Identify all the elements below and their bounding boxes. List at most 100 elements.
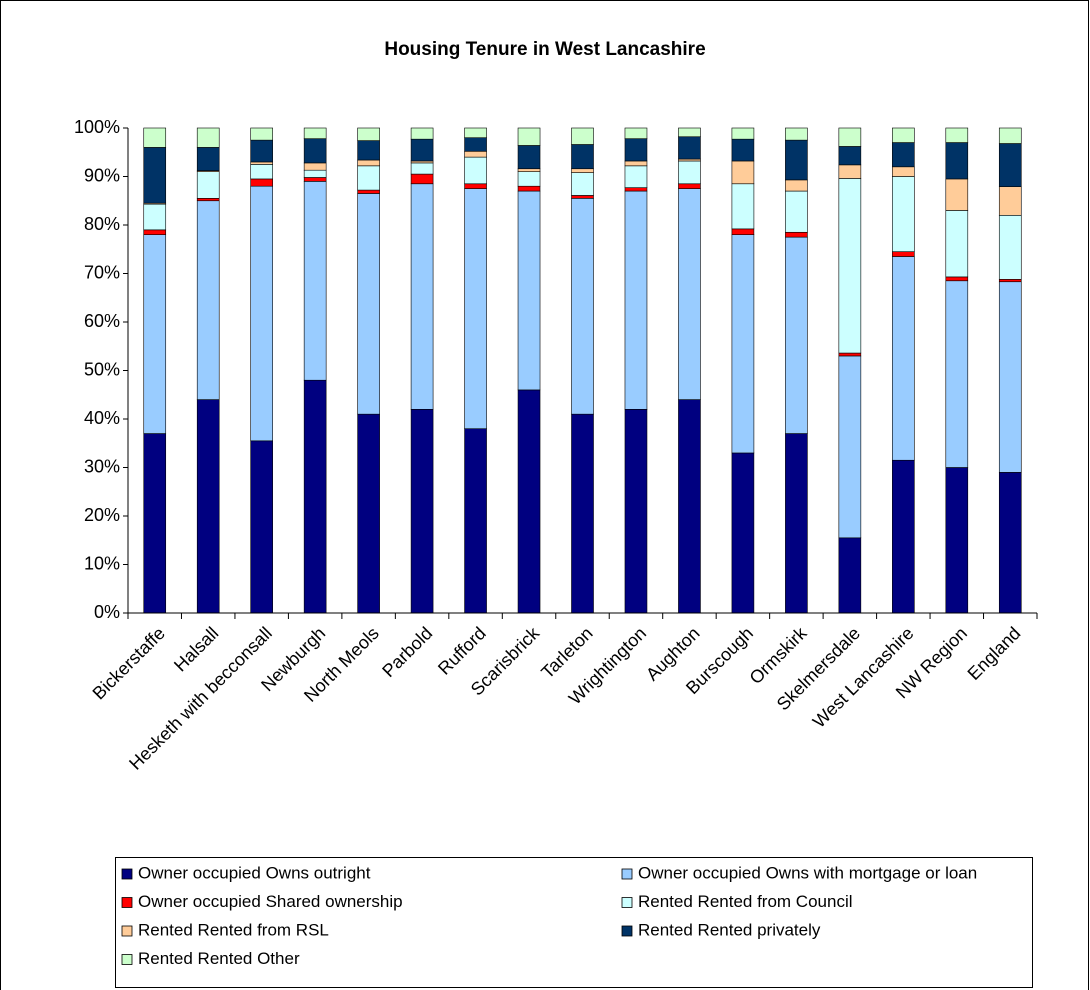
bar-segment: [998, 281, 1022, 473]
bar-segment: [998, 215, 1022, 280]
bar-segment: [464, 150, 487, 158]
bar-segment: [624, 190, 648, 410]
bar-segment: [678, 160, 701, 185]
bar-segment: [678, 399, 701, 614]
bar-segment: [571, 198, 594, 415]
bar-segment: [998, 279, 1022, 283]
legend-label: Owner occupied Owns with mortgage or loa…: [638, 863, 977, 882]
y-tick-label: 30%: [84, 456, 120, 476]
bar-segment: [892, 256, 915, 461]
bar-segment: [464, 156, 487, 185]
bar-segment: [464, 428, 487, 614]
legend-label: Rented Rented privately: [638, 920, 821, 939]
bar-segment: [250, 161, 273, 165]
bar-segment: [143, 229, 167, 236]
bar-segment: [624, 165, 648, 188]
bar-segment: [785, 236, 808, 434]
bar-segment: [464, 137, 487, 152]
bar-segment: [785, 231, 808, 238]
bar-segment: [998, 127, 1022, 144]
bar-segment: [196, 171, 220, 199]
bar-segment: [838, 127, 862, 147]
bar-segment: [410, 127, 434, 140]
bar-segment: [410, 183, 434, 410]
bar-segment: [945, 210, 969, 278]
bar-segment: [945, 276, 969, 282]
bar-segment: [303, 162, 327, 171]
bar-segment: [892, 459, 915, 614]
bar-segment: [624, 408, 648, 614]
bar-segment: [303, 379, 327, 614]
bar-segment: [892, 251, 915, 257]
bar-segment: [945, 142, 969, 180]
bar-segment: [678, 183, 701, 189]
y-tick-label: 80%: [84, 214, 120, 234]
bar-segment: [998, 143, 1022, 187]
bar-segment: [571, 172, 594, 196]
bar-segment: [303, 138, 327, 164]
bar-segment: [303, 169, 327, 178]
bar-segment: [250, 185, 273, 442]
y-tick-label: 20%: [84, 505, 120, 525]
bar-segment: [196, 200, 220, 400]
bar-segment: [357, 127, 380, 141]
bar-segment: [945, 127, 969, 143]
legend-swatch: [121, 925, 133, 937]
bar-segment: [143, 127, 167, 148]
bar-segment: [410, 173, 434, 185]
legend-box: [115, 857, 1033, 988]
bar-segment: [303, 181, 327, 381]
bar-segment: [838, 164, 862, 179]
bar-segment: [357, 193, 380, 415]
bar-segment: [143, 147, 167, 204]
bar-segment: [517, 145, 541, 170]
bar-segment: [892, 176, 915, 252]
bar-segment: [731, 228, 755, 236]
chart-title: Housing Tenure in West Lancashire: [384, 39, 705, 60]
bar-segment: [196, 127, 220, 148]
legend-swatch: [121, 897, 133, 908]
bar-segment: [250, 178, 273, 187]
bar-segment: [517, 127, 541, 146]
y-tick-label: 0%: [94, 602, 120, 622]
bar-segment: [464, 183, 487, 189]
bar-segment: [731, 452, 755, 614]
legend-swatch: [621, 868, 633, 880]
bar-segment: [250, 440, 273, 614]
bar-segment: [517, 171, 541, 187]
bar-segment: [517, 185, 541, 192]
y-tick-label: 10%: [84, 553, 120, 573]
bar-segment: [945, 280, 969, 468]
bar-segment: [571, 168, 594, 173]
bar-segment: [892, 142, 915, 168]
bar-segment: [998, 472, 1022, 614]
bar-segment: [196, 198, 220, 202]
y-tick-label: 50%: [84, 359, 120, 379]
bar-segment: [464, 188, 487, 429]
y-tick-label: 100%: [74, 117, 120, 137]
y-tick-label: 60%: [84, 311, 120, 331]
bar-segment: [731, 160, 755, 185]
bar-segment: [571, 144, 594, 170]
bar-segment: [731, 234, 755, 454]
bar-segment: [838, 146, 862, 166]
legend-label: Owner occupied Shared ownership: [138, 892, 403, 911]
bar-segment: [678, 136, 701, 160]
legend-label: Rented Rented from RSL: [138, 920, 329, 939]
bar-segment: [357, 159, 380, 167]
legend-label: Rented Rented from Council: [638, 892, 853, 911]
bar-segment: [357, 189, 380, 194]
bar-segment: [357, 165, 380, 191]
bar-segment: [143, 203, 167, 231]
bar-segment: [143, 234, 167, 434]
bar-segment: [838, 355, 862, 539]
bar-segment: [624, 138, 648, 162]
bar-segment: [731, 127, 755, 140]
bar-segment: [303, 177, 327, 182]
legend-swatch: [621, 897, 633, 908]
bar-segment: [731, 183, 755, 230]
bar-segment: [250, 139, 273, 163]
bar-segment: [838, 352, 862, 357]
y-tick-label: 40%: [84, 408, 120, 428]
